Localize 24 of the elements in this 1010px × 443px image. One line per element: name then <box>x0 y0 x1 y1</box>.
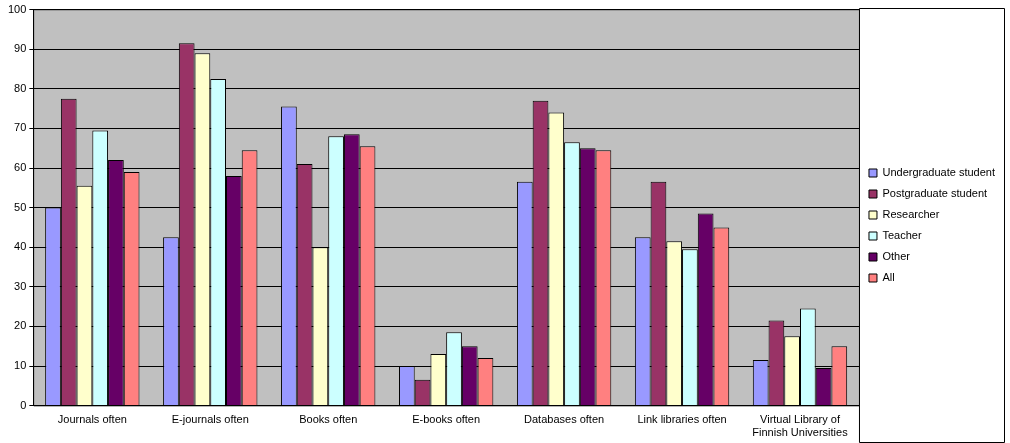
legend-label: Teacher <box>882 229 922 242</box>
y-tick-label: 60 <box>14 161 27 174</box>
y-tick-label: 40 <box>14 240 27 253</box>
y-tick-label: 10 <box>14 359 27 372</box>
y-tick-label: 90 <box>14 42 27 55</box>
legend-label: Researcher <box>882 208 940 221</box>
y-tick-label: 30 <box>14 279 27 292</box>
legend-label: Undergraduate student <box>882 166 996 179</box>
legend-label: Postgraduate student <box>882 187 988 200</box>
x-tick-label: Books often <box>299 413 358 426</box>
legend-label: All <box>882 271 895 284</box>
y-tick-label: 20 <box>14 319 27 332</box>
legend-label: Other <box>882 250 911 263</box>
y-tick-label: 80 <box>14 81 27 94</box>
x-tick-label: E-journals often <box>171 413 249 426</box>
y-tick-label: 70 <box>14 121 27 134</box>
y-tick-label: 50 <box>14 200 27 213</box>
y-tick-label: 0 <box>20 398 27 411</box>
x-tick-label: Virtual Library of Finnish Universities <box>752 413 849 439</box>
x-tick-label: Link libraries often <box>637 413 727 426</box>
x-tick-label: E-books often <box>412 413 481 426</box>
x-tick-label: Databases often <box>524 413 605 426</box>
y-tick-label: 100 <box>7 2 27 15</box>
x-tick-label: Journals often <box>57 413 127 426</box>
